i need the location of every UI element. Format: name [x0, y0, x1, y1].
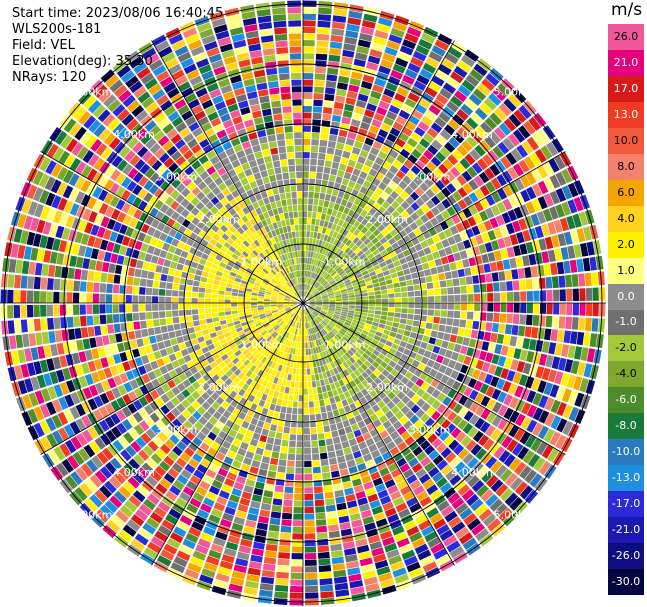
range-ring-label: 2.00km — [366, 213, 408, 226]
colorbar-segment — [608, 387, 644, 414]
colorbar-tick-label: -30.0 — [611, 575, 641, 589]
range-ring-label: 4.00km — [451, 128, 493, 141]
colorbar-segment — [608, 179, 644, 207]
range-ring-label: 5.00km — [71, 86, 113, 99]
colorbar-segment — [608, 335, 644, 362]
colorbar-segment — [608, 465, 644, 492]
azimuth-spoke — [302, 302, 455, 566]
elevation-label: Elevation(deg): 35.30 — [12, 54, 153, 69]
range-ring-label: 4.00km — [113, 466, 155, 479]
velocity-sectors — [0, 0, 606, 606]
start-time-label: Start time: 2023/08/06 16:40:45 — [12, 6, 224, 21]
azimuth-spoke — [302, 151, 566, 304]
range-ring-label: 5.00km — [494, 86, 536, 99]
colorbar-segment — [608, 569, 644, 596]
colorbar-tick-label: -8.0 — [615, 419, 637, 433]
range-ring-overlay: 1.00km 1.00km 1.00km 1.00km 2.00km 2.00km 2.00… — [0, 0, 606, 606]
range-ring-label: 4.00km — [451, 466, 493, 479]
range-ring-label: 3.00km — [156, 424, 198, 437]
range-ring-label: 5.00km — [71, 508, 113, 521]
ppi-velocity-display: 1.00km 1.00km 1.00km 1.00km 2.00km 2.00km 2.00… — [0, 0, 606, 606]
colorbar-tick-label: -6.0 — [615, 393, 637, 407]
colorbar-tick-label: 4.0 — [617, 211, 635, 225]
azimuth-spoke — [40, 151, 304, 304]
colorbar-segment — [608, 439, 644, 466]
colorbar-segment — [608, 24, 644, 51]
colorbar-tick-label: -4.0 — [615, 367, 637, 381]
colorbar-tick-label: 21.0 — [613, 55, 639, 69]
colorbar-tick-label: 17.0 — [613, 81, 639, 95]
colorbar-segment — [608, 361, 644, 388]
azimuth-spoke — [302, 40, 455, 304]
velocity-colorbar: 26.0 21.0 17.0 13.0 10.0 8.0 6.0 4.0 2.0 1.0 0.0 -1… — [608, 24, 644, 596]
colorbar-segment — [608, 309, 644, 336]
colorbar-segment — [608, 543, 644, 570]
colorbar-segment — [608, 101, 644, 129]
range-ring-label: 1.00km — [324, 255, 366, 268]
range-ring-label: 3.00km — [409, 424, 451, 437]
range-ring-label: 2.00km — [366, 381, 408, 394]
colorbar-segment — [608, 49, 644, 77]
instrument-label: WLS200s-181 — [12, 22, 102, 37]
colorbar-tick-label: 26.0 — [613, 29, 639, 43]
range-ring-label: 3.00km — [409, 170, 451, 183]
colorbar-tick-label: -13.0 — [611, 471, 641, 485]
range-ring-label: 2.00km — [198, 213, 240, 226]
colorbar-tick-label: -1.0 — [615, 315, 637, 329]
colorbar-segment — [608, 283, 644, 310]
colorbar-tick-label: 1.0 — [617, 263, 635, 277]
colorbar-tick-label: -2.0 — [615, 341, 637, 355]
colorbar-segment — [608, 205, 644, 233]
colorbar-segment — [608, 517, 644, 544]
colorbar-tick-label: -26.0 — [611, 549, 641, 563]
range-ring-label: 2.00km — [198, 381, 240, 394]
colorbar-segment — [608, 75, 644, 103]
colorbar-segment — [608, 127, 644, 155]
azimuth-spoke — [302, 302, 566, 455]
colorbar-tick-label: 8.0 — [617, 159, 635, 173]
azimuth-spoke — [151, 302, 304, 566]
colorbar-tick-label: -17.0 — [611, 497, 641, 511]
colorbar-segment — [608, 231, 644, 259]
colorbar-tick-label: 13.0 — [613, 107, 639, 121]
colorbar-tick-label: -10.0 — [611, 445, 641, 459]
field-label: Field: VEL — [12, 38, 75, 53]
colorbar-tick-label: 2.0 — [617, 237, 635, 251]
azimuth-spoke — [40, 302, 304, 455]
range-ring-label: 1.00km — [241, 339, 283, 352]
azimuth-spoke — [151, 40, 304, 304]
colorbar-segment — [608, 153, 644, 181]
range-ring-label: 1.00km — [324, 339, 366, 352]
colorbar-tick-label: 10.0 — [613, 133, 639, 147]
range-ring-label: 5.00km — [494, 508, 536, 521]
nrays-label: NRays: 120 — [12, 70, 87, 85]
colorbar-tick-label: -21.0 — [611, 523, 641, 537]
range-ring-label: 4.00km — [113, 128, 155, 141]
colorbar-tick-label: 0.0 — [617, 289, 635, 303]
colorbar-segment — [608, 491, 644, 518]
range-ring-label: 3.00km — [156, 170, 198, 183]
colorbar-segment — [608, 413, 644, 440]
colorbar-segment — [608, 257, 644, 285]
colorbar-unit-label: m/s — [611, 0, 643, 20]
range-ring-label: 1.00km — [241, 255, 283, 268]
colorbar-tick-label: 6.0 — [617, 185, 635, 199]
